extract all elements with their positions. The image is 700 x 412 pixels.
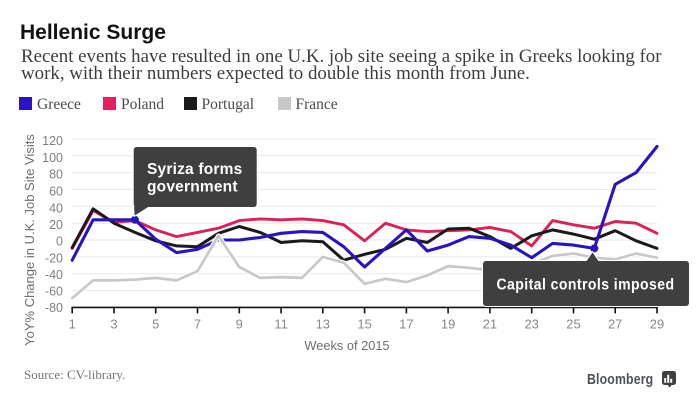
svg-text:100: 100 [42,151,63,165]
svg-text:-40: -40 [45,268,63,282]
svg-text:11: 11 [274,317,288,332]
svg-text:21: 21 [483,317,497,332]
svg-text:1: 1 [69,317,76,332]
svg-text:Syriza forms: Syriza forms [147,161,242,178]
svg-text:19: 19 [441,317,455,332]
svg-text:0: 0 [56,235,63,249]
svg-text:government: government [147,179,238,196]
svg-text:80: 80 [49,168,63,182]
svg-text:Weeks of 2015: Weeks of 2015 [304,338,389,353]
svg-text:17: 17 [399,317,413,332]
svg-text:20: 20 [49,218,63,232]
svg-text:YoY% Change in U.K. Job Site V: YoY% Change in U.K. Job Site Visits [22,134,37,346]
svg-text:9: 9 [236,317,243,332]
svg-text:120: 120 [42,134,63,148]
svg-text:Bloomberg: Bloomberg [587,371,653,387]
svg-text:3: 3 [110,317,117,332]
svg-text:-80: -80 [45,301,63,315]
svg-text:-60: -60 [45,284,63,298]
svg-text:60: 60 [49,184,63,198]
svg-text:13: 13 [316,317,330,332]
svg-text:40: 40 [49,201,63,215]
svg-text:7: 7 [194,317,201,332]
svg-text:Capital controls imposed: Capital controls imposed [497,276,675,294]
svg-text:29: 29 [650,317,664,332]
svg-text:25: 25 [566,317,580,332]
svg-text:23: 23 [524,317,538,332]
svg-text:5: 5 [152,317,159,332]
svg-text:27: 27 [608,317,622,332]
svg-text:-20: -20 [45,251,63,265]
svg-text:15: 15 [357,317,371,332]
